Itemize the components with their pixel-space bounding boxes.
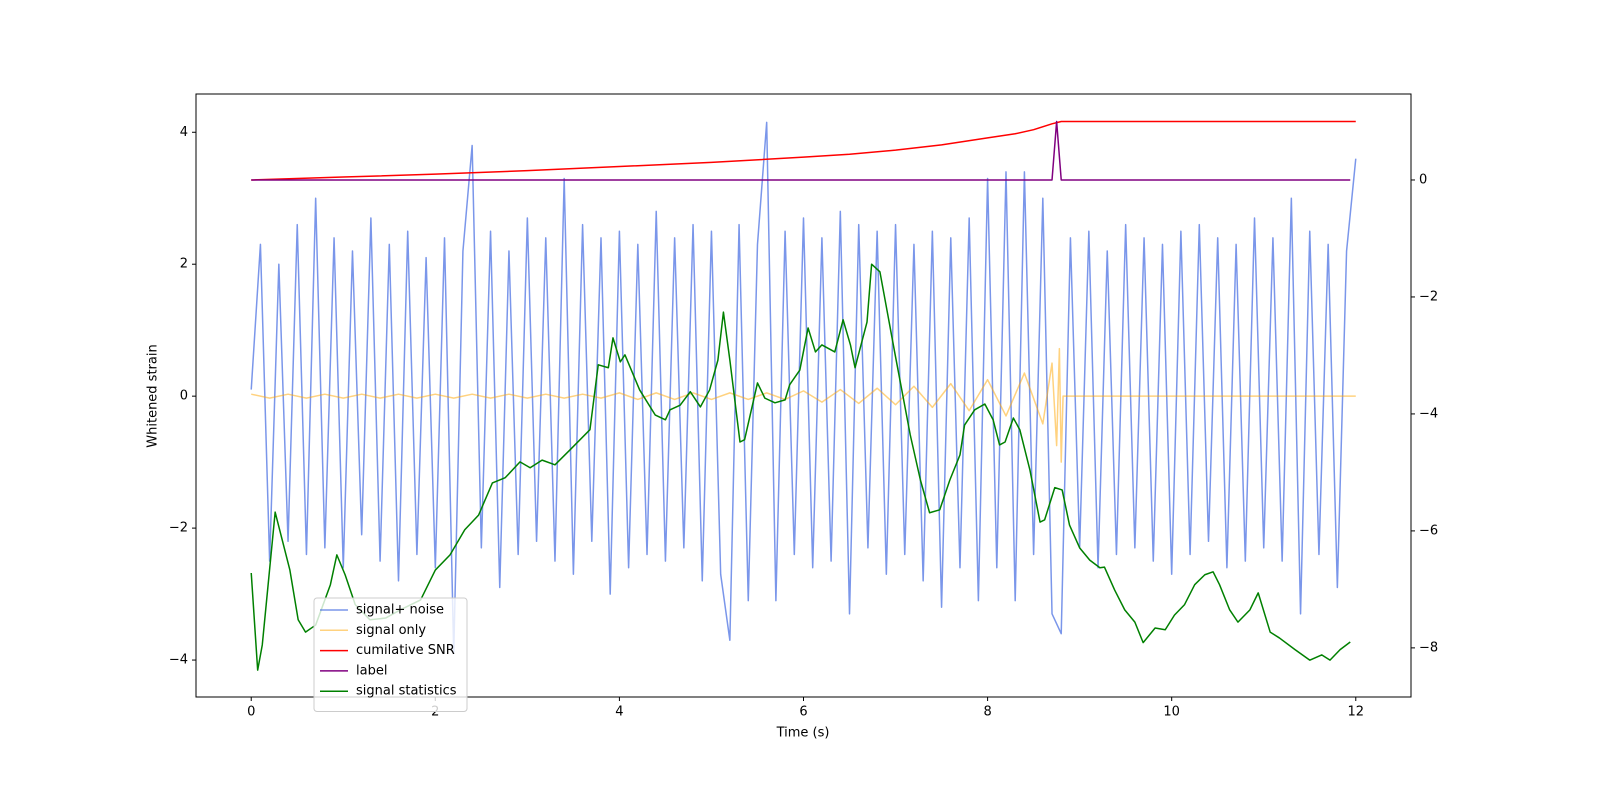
legend-label: label — [356, 663, 387, 678]
legend-box — [313, 597, 468, 712]
legend-label: signal only — [356, 623, 426, 638]
y-tick-label: 4 — [180, 125, 188, 140]
y2-tick-label: 0 — [1419, 172, 1427, 187]
series-line — [251, 347, 1356, 463]
y-tick-label: 0 — [180, 389, 188, 404]
legend: signal+ noise signal only cumilative SNR la… — [313, 597, 468, 712]
x-tick-label: 0 — [247, 705, 255, 720]
y-tick-label: −2 — [169, 521, 188, 536]
y2-tick-label: −2 — [1419, 289, 1438, 304]
x-tick-label: 6 — [799, 705, 807, 720]
legend-label: signal statistics — [356, 684, 457, 699]
y2-tick-label: −4 — [1419, 406, 1438, 421]
series-line — [251, 120, 1351, 181]
series-line — [250, 121, 1357, 655]
y-tick-label: −4 — [169, 653, 188, 668]
x-tick-label: 4 — [615, 705, 623, 720]
x-tick-label: 8 — [983, 705, 991, 720]
plot-area — [250, 120, 1357, 671]
y2-tick-label: −6 — [1419, 523, 1438, 538]
y-axis-label: Whitened strain — [146, 344, 161, 447]
y-tick-label: 2 — [180, 257, 188, 272]
series-line — [251, 120, 1356, 181]
legend-label: cumilative SNR — [356, 643, 455, 658]
legend-label: signal+ noise — [356, 603, 444, 618]
x-tick-label: 12 — [1347, 705, 1364, 720]
x-axis-label: Time (s) — [776, 726, 830, 741]
series-line — [250, 263, 1351, 671]
y2-tick-label: −8 — [1419, 640, 1438, 655]
x-tick-label: 10 — [1163, 705, 1180, 720]
